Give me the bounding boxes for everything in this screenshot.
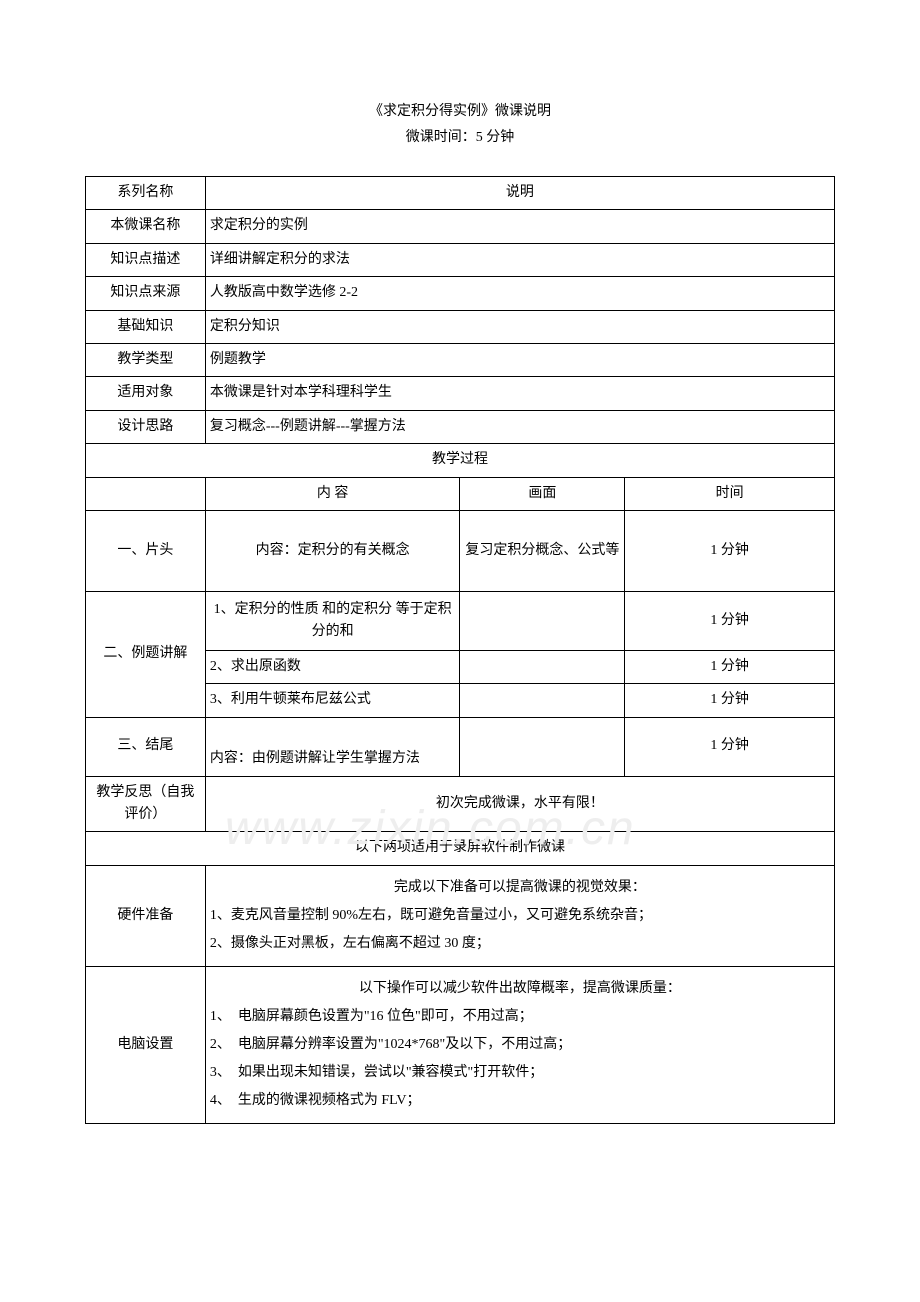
cell-hw-value: 完成以下准备可以提高微课的视觉效果： 1、麦克风音量控制 90%左右，既可避免音… — [205, 865, 834, 966]
table-row: 教学过程 — [86, 444, 835, 477]
table-row: 电脑设置 以下操作可以减少软件出故障概率，提高微课质量： 1、 电脑屏幕颜色设置… — [86, 966, 835, 1123]
cell-design-value: 复习概念---例题讲解---掌握方法 — [205, 410, 834, 443]
table-row: 二、例题讲解 1、定积分的性质 和的定积分 等于定积分的和 1 分钟 — [86, 591, 835, 650]
hw-line3: 2、摄像头正对黑板，左右偏离不超过 30 度； — [210, 930, 830, 958]
cell-sec2a-screen — [460, 591, 625, 650]
cell-reflection-value: 初次完成微课，水平有限！ — [205, 776, 834, 832]
cell-sec2b-time: 1 分钟 — [625, 650, 835, 683]
cell-pc-label: 电脑设置 — [86, 966, 206, 1123]
cell-head-content: 内 容 — [205, 477, 460, 510]
doc-subtitle: 微课时间：5 分钟 — [85, 126, 835, 146]
cell-sec2a-content: 1、定积分的性质 和的定积分 等于定积分的和 — [205, 591, 460, 650]
cell-target-value: 本微课是针对本学科理科学生 — [205, 377, 834, 410]
table-row: 教学反思（自我评价） 初次完成微课，水平有限！ — [86, 776, 835, 832]
cell-hw-label: 硬件准备 — [86, 865, 206, 966]
table-row: 知识点描述 详细讲解定积分的求法 — [86, 243, 835, 276]
cell-tworow: 以下两项适用于录屏软件制作微课 — [86, 832, 835, 865]
cell-reflection-label: 教学反思（自我评价） — [86, 776, 206, 832]
cell-sec2b-content: 2、求出原函数 — [205, 650, 460, 683]
table-row: 适用对象 本微课是针对本学科理科学生 — [86, 377, 835, 410]
cell-source-label: 知识点来源 — [86, 277, 206, 310]
cell-sec2c-content: 3、利用牛顿莱布尼兹公式 — [205, 684, 460, 717]
cell-sec2c-screen — [460, 684, 625, 717]
table-row: 基础知识 定积分知识 — [86, 310, 835, 343]
pc-line4: 3、 如果出现未知错误，尝试以"兼容模式"打开软件； — [210, 1059, 830, 1087]
cell-basis-value: 定积分知识 — [205, 310, 834, 343]
cell-sec2c-time: 1 分钟 — [625, 684, 835, 717]
table-row: 系列名称 说明 — [86, 177, 835, 210]
cell-type-label: 教学类型 — [86, 343, 206, 376]
cell-sec3-time: 1 分钟 — [625, 717, 835, 776]
table-row: 以下两项适用于录屏软件制作微课 — [86, 832, 835, 865]
lesson-table: 系列名称 说明 本微课名称 求定积分的实例 知识点描述 详细讲解定积分的求法 知… — [85, 176, 835, 1124]
table-row: 设计思路 复习概念---例题讲解---掌握方法 — [86, 410, 835, 443]
cell-target-label: 适用对象 — [86, 377, 206, 410]
cell-name-value: 求定积分的实例 — [205, 210, 834, 243]
cell-series-label: 系列名称 — [86, 177, 206, 210]
cell-basis-label: 基础知识 — [86, 310, 206, 343]
pc-line5: 4、 生成的微课视频格式为 FLV； — [210, 1087, 830, 1115]
pc-line2: 1、 电脑屏幕颜色设置为"16 位色"即可，不用过高； — [210, 1003, 830, 1031]
cell-sec3-content: 内容：由例题讲解让学生掌握方法 — [205, 717, 460, 776]
hw-line1: 完成以下准备可以提高微课的视觉效果： — [210, 874, 830, 902]
cell-series-value: 说明 — [205, 177, 834, 210]
doc-title: 《求定积分得实例》微课说明 — [85, 100, 835, 120]
cell-sec1-time: 1 分钟 — [625, 510, 835, 591]
table-row: 知识点来源 人教版高中数学选修 2-2 — [86, 277, 835, 310]
cell-design-label: 设计思路 — [86, 410, 206, 443]
table-row: 硬件准备 完成以下准备可以提高微课的视觉效果： 1、麦克风音量控制 90%左右，… — [86, 865, 835, 966]
table-row: 本微课名称 求定积分的实例 — [86, 210, 835, 243]
cell-sec1-content: 内容：定积分的有关概念 — [205, 510, 460, 591]
cell-head-time: 时间 — [625, 477, 835, 510]
cell-head-screen: 画面 — [460, 477, 625, 510]
cell-sec2-label: 二、例题讲解 — [86, 591, 206, 717]
cell-source-value: 人教版高中数学选修 2-2 — [205, 277, 834, 310]
cell-sec3-label: 三、结尾 — [86, 717, 206, 776]
table-row: 教学类型 例题教学 — [86, 343, 835, 376]
table-row: 三、结尾 内容：由例题讲解让学生掌握方法 1 分钟 — [86, 717, 835, 776]
cell-sec1-screen: 复习定积分概念、公式等 — [460, 510, 625, 591]
cell-pointdesc-value: 详细讲解定积分的求法 — [205, 243, 834, 276]
cell-sec3-screen — [460, 717, 625, 776]
hw-line2: 1、麦克风音量控制 90%左右，既可避免音量过小，又可避免系统杂音； — [210, 902, 830, 930]
cell-sec2a-time: 1 分钟 — [625, 591, 835, 650]
cell-name-label: 本微课名称 — [86, 210, 206, 243]
table-row: 内 容 画面 时间 — [86, 477, 835, 510]
table-row: 一、片头 内容：定积分的有关概念 复习定积分概念、公式等 1 分钟 — [86, 510, 835, 591]
cell-type-value: 例题教学 — [205, 343, 834, 376]
cell-sec2b-screen — [460, 650, 625, 683]
cell-sec1-label: 一、片头 — [86, 510, 206, 591]
cell-blank — [86, 477, 206, 510]
cell-pointdesc-label: 知识点描述 — [86, 243, 206, 276]
pc-line3: 2、 电脑屏幕分辨率设置为"1024*768"及以下，不用过高； — [210, 1031, 830, 1059]
cell-pc-value: 以下操作可以减少软件出故障概率，提高微课质量： 1、 电脑屏幕颜色设置为"16 … — [205, 966, 834, 1123]
cell-process-header: 教学过程 — [86, 444, 835, 477]
pc-line1: 以下操作可以减少软件出故障概率，提高微课质量： — [210, 975, 830, 1003]
